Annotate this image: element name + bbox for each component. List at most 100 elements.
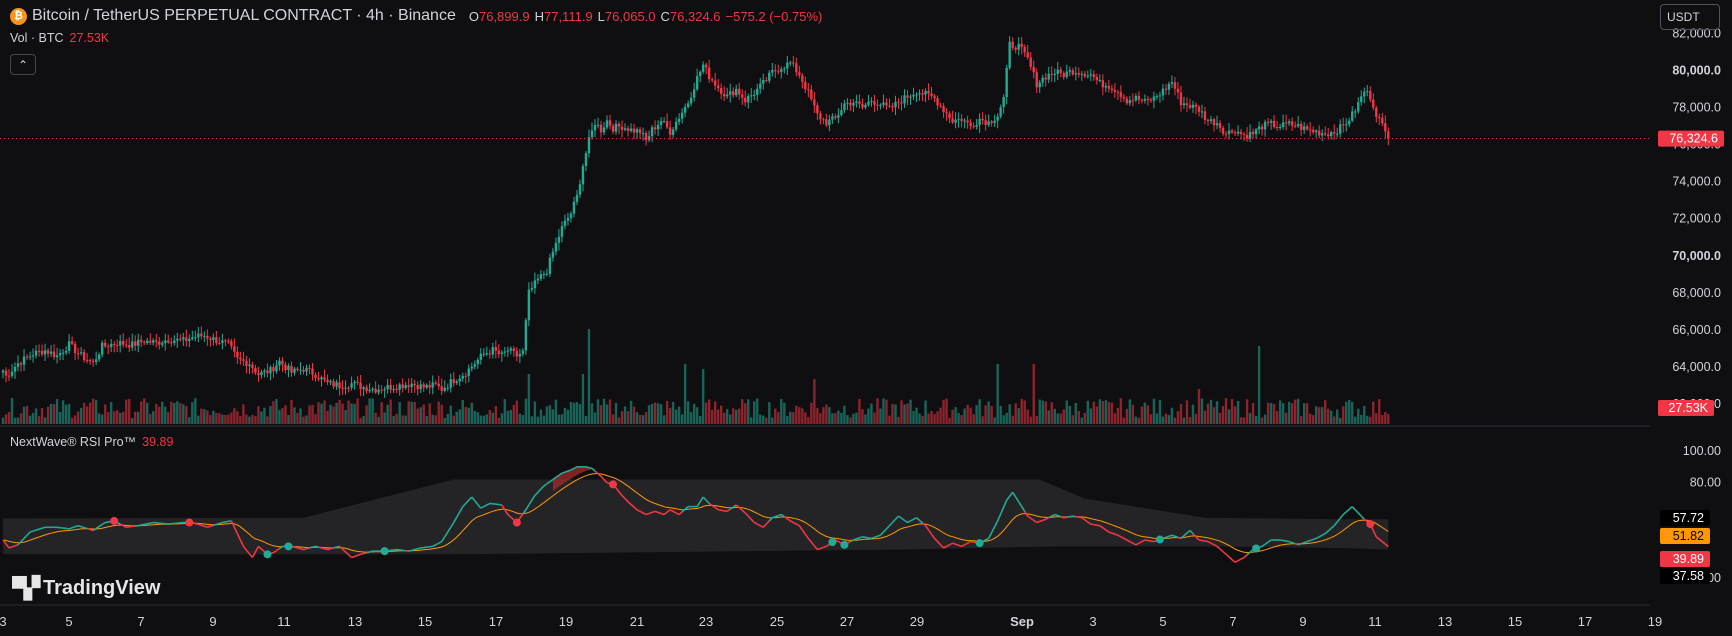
collapse-legend-button[interactable]: ⌃ [10,54,36,75]
rsi-line-segment [1261,543,1266,548]
rsi-line-segment [1171,534,1176,538]
volume-bar [1110,402,1114,424]
volume-tag-label: 27.53K [1668,401,1708,415]
candle-body [194,337,197,339]
volume-bar [398,402,401,424]
candle-body [392,388,395,390]
volume-bar [1026,409,1029,424]
candles [0,36,1650,398]
rsi-line-segment [1306,539,1311,543]
volume-bar [242,404,245,424]
volume-bar [888,415,891,424]
candle-body [1251,131,1255,135]
candle-body [1302,126,1306,130]
candle-body [1134,95,1138,101]
rsi-line-segment [666,509,671,513]
volume-bar [31,412,35,424]
candle-body [578,184,582,195]
candle-body [1086,75,1090,77]
rsi-value-tag [1660,528,1710,544]
candle-body [1242,133,1246,135]
candle-body [176,338,179,341]
candle-body [332,381,335,387]
volume-bar [1023,400,1026,424]
candle-body [1173,82,1177,89]
rsi-line-segment [1279,539,1284,542]
volume-bars [1,329,1390,424]
rsi-line-segment [1135,542,1140,546]
volume-bar [1230,398,1234,424]
rsi-line-segment [441,536,446,543]
volume-bar [1176,411,1180,424]
volume-bar [272,401,275,424]
symbol-title[interactable]: Bitcoin / TetherUS PERPETUAL CONTRACT · … [32,7,456,24]
rsi-line-segment [315,545,319,548]
candle-body [1152,96,1156,101]
last-price-tag-label: 76,324.6 [1669,132,1718,146]
volume-bar [1215,401,1219,424]
volume-bar [918,413,921,424]
volume-bar [533,401,537,424]
rsi-line-segment [961,544,965,548]
tradingview-logo[interactable]: ▀▞ TradingView [12,576,160,601]
volume-bar [449,405,452,424]
volume-bar [1320,407,1324,424]
volume-bar [1134,416,1138,424]
volume-bar [1236,401,1240,424]
rsi-line-segment [8,546,13,549]
candle-body [1287,121,1291,124]
volume-bar [879,408,882,424]
candle-body [798,72,801,76]
rsi-line-segment [1102,527,1107,531]
rsi-line-segment [312,545,316,548]
rsi-line-segment [77,524,82,528]
rsi-line-segment [825,543,830,548]
volume-bar [43,417,47,424]
candle-body [837,115,840,118]
volume-bar [10,398,14,424]
candle-body [825,119,828,126]
candle-body [512,348,516,351]
rsi-line-segment [198,523,202,527]
rsi-line-segment [318,546,322,549]
rsi-line-segment [414,547,418,551]
candle-body [1077,73,1080,75]
volume-bar [1140,406,1144,424]
rsi-line-segment [993,520,999,528]
rsi-line-segment [236,533,242,541]
volume-bar [16,417,20,424]
volume-bar [446,413,449,424]
rsi-line-segment [531,495,536,501]
volume-legend[interactable]: Vol · BTC 27.53K [10,31,109,45]
rsi-cross-marker [828,538,837,547]
candle-body [308,367,311,369]
volume-bar [750,417,753,424]
rsi-legend[interactable]: NextWave® RSI Pro™ 39.89 [10,435,173,449]
volume-bar [1206,403,1210,424]
candle-body [128,345,131,348]
rsi-line-segment [98,523,103,528]
candle-body [713,80,717,86]
price-tick-label: 78,000.0 [1672,101,1721,115]
volume-bar [1314,406,1318,424]
candle-body [398,384,401,390]
time-tick-label: 3 [0,614,7,629]
candle-body [146,340,149,344]
candle-body [443,387,446,391]
volume-bar [479,415,482,424]
candle-body [545,273,549,275]
volume-bar [617,417,621,424]
symbol-header[interactable]: ₿ Bitcoin / TetherUS PERPETUAL CONTRACT … [10,7,822,25]
currency-button[interactable]: USDT [1660,4,1720,30]
volume-bar [1104,400,1108,424]
volume-bar [762,415,765,424]
candle-body [1059,69,1062,73]
volume-bar [1233,406,1237,424]
rsi-line-segment [336,545,340,548]
rsi-line-segment [233,526,239,534]
rsi-line-segment [275,547,280,552]
rsi-cross-marker [284,542,293,551]
rsi-line-segment [561,471,566,474]
rsi-line-segment [627,501,632,506]
